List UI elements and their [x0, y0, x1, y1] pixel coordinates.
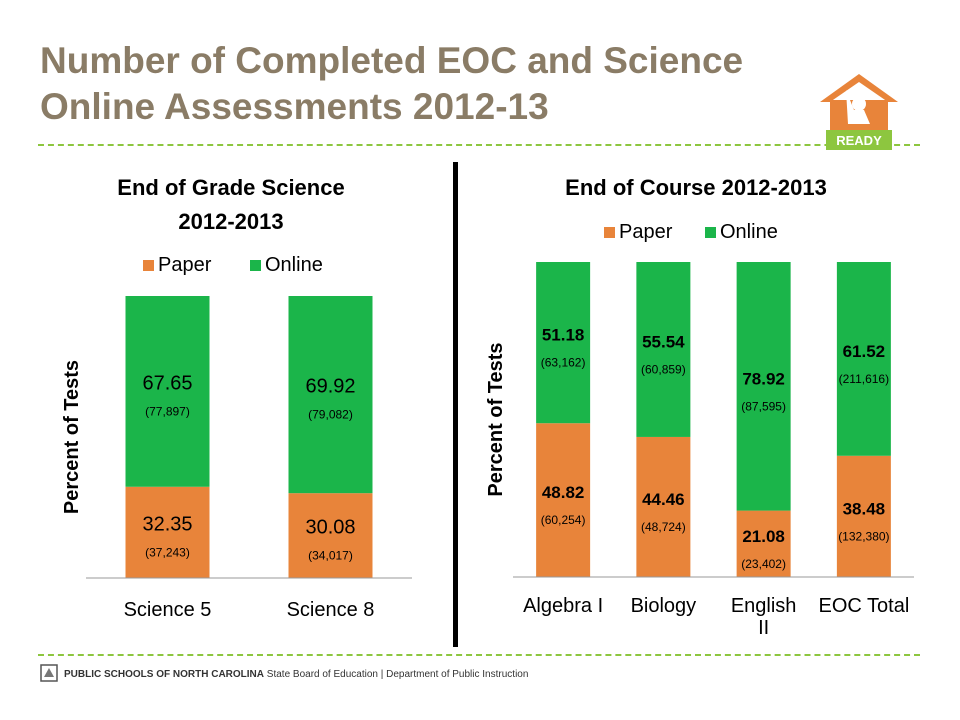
eog-data-label-value: 30.08	[305, 517, 355, 539]
eoc-data-label-value: 51.18	[542, 326, 585, 345]
eog-data-label-count: (79,082)	[308, 408, 353, 422]
logo-ribbon	[826, 130, 892, 150]
eoc-data-label-value: 78.92	[742, 369, 785, 388]
eog-title-line: 2012-2013	[178, 209, 283, 234]
bottom-divider	[38, 654, 920, 656]
eoc-category-label: EOC Total	[818, 595, 909, 617]
eoc-bar-paper	[536, 423, 591, 577]
eog-data-label-value: 32.35	[142, 513, 192, 535]
state-seal-icon	[40, 664, 58, 682]
footer-rest: State Board of Education | Department of…	[264, 669, 529, 680]
eog-bar-paper	[288, 493, 373, 578]
logo-figure-head	[852, 97, 866, 111]
eoc-legend-label-paper: Paper	[619, 221, 673, 243]
logo-text: READY	[836, 133, 882, 148]
footer-text: PUBLIC SCHOOLS OF NORTH CAROLINA State B…	[64, 669, 528, 680]
eoc-data-label-count: (23,402)	[741, 557, 786, 571]
eog-legend-swatch-online	[250, 260, 261, 271]
eog-data-label-value: 67.65	[142, 372, 192, 394]
logo-figure-arm	[846, 90, 870, 124]
eog-title-line: End of Grade Science	[117, 175, 344, 200]
ready-logo: READY	[820, 74, 898, 150]
eog-legend-label-paper: Paper	[158, 254, 212, 276]
eoc-data-label-count: (132,380)	[838, 529, 889, 543]
eoc-bar-online	[736, 262, 791, 511]
eoc-title-line: End of Course 2012-2013	[565, 175, 827, 200]
eoc-bar-online	[836, 262, 891, 456]
eoc-category-label: English	[731, 595, 797, 617]
eoc-data-label-count: (87,595)	[741, 399, 786, 413]
eoc-category-label: Biology	[631, 595, 697, 617]
eog-data-label-count: (34,017)	[308, 549, 353, 563]
eoc-y-axis-label: Percent of Tests	[485, 342, 507, 496]
eog-data-label-value: 69.92	[305, 376, 355, 398]
eoc-data-label-count: (211,616)	[839, 372, 889, 386]
eoc-data-label-value: 21.08	[742, 527, 785, 546]
eoc-data-label-count: (60,254)	[541, 513, 586, 527]
eoc-data-label-count: (60,859)	[641, 362, 686, 376]
eog-legend-label-online: Online	[265, 254, 323, 276]
eoc-bar-paper	[836, 455, 891, 577]
eoc-bar-paper	[736, 510, 791, 577]
eoc-data-label-count: (48,724)	[641, 520, 686, 534]
eoc-data-label-value: 61.52	[843, 342, 886, 361]
eog-bar-online	[125, 296, 210, 487]
eoc-data-label-value: 55.54	[642, 332, 685, 351]
chart-divider	[453, 162, 458, 647]
eog-data-label-count: (37,243)	[145, 545, 190, 559]
eoc-data-label-value: 44.46	[642, 490, 685, 509]
eoc-legend-label-online: Online	[720, 221, 778, 243]
eoc-chart: End of Course 2012-2013 Paper Online Percen…	[485, 175, 914, 639]
eog-category-label: Science 8	[287, 599, 375, 621]
eoc-data-label-count: (63,162)	[541, 356, 586, 370]
top-divider	[38, 144, 920, 146]
eoc-legend-swatch-online	[705, 227, 716, 238]
eog-science-chart: End of Grade Science 2012-2013 Paper Online…	[61, 175, 412, 621]
eoc-bar-online	[536, 262, 591, 424]
eog-category-label: Science 5	[124, 599, 212, 621]
logo-house-roof	[820, 74, 898, 102]
eoc-bar-online	[636, 262, 691, 437]
eoc-category-label: Algebra I	[523, 595, 603, 617]
eog-y-axis-label: Percent of Tests	[61, 360, 83, 514]
eog-data-label-count: (77,897)	[145, 404, 190, 418]
eoc-data-label-value: 48.82	[542, 483, 585, 502]
eog-legend-swatch-paper	[143, 260, 154, 271]
eoc-bar-paper	[636, 436, 691, 577]
eoc-data-label-value: 38.48	[843, 499, 886, 518]
eog-bar-paper	[125, 486, 210, 578]
slide-title: Number of Completed EOC and Science Onli…	[40, 40, 744, 127]
eoc-category-label: II	[758, 617, 769, 639]
eog-bar-online	[288, 296, 373, 494]
footer-org: PUBLIC SCHOOLS OF NORTH CAROLINA	[64, 669, 264, 680]
eoc-legend-swatch-paper	[604, 227, 615, 238]
